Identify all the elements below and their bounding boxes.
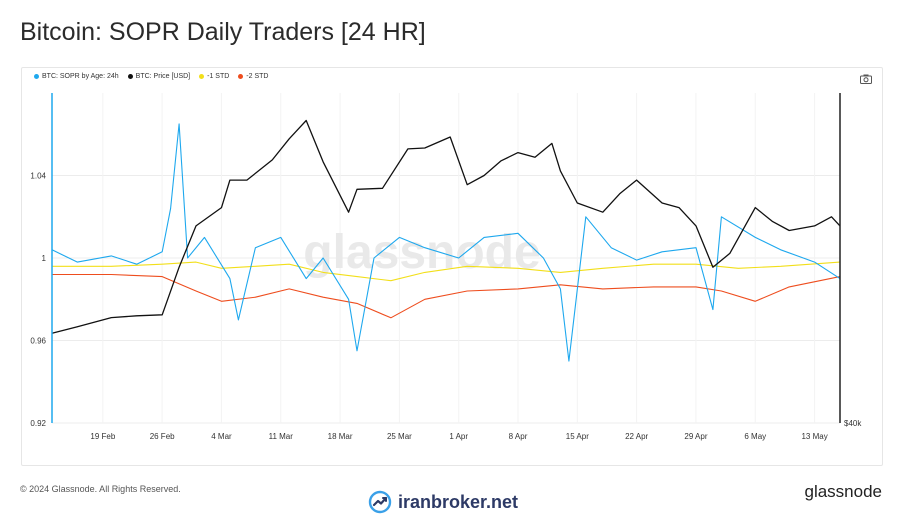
chart-panel: BTC: SOPR by Age: 24h BTC: Price [USD] -… [21,67,883,466]
camera-icon[interactable] [860,74,872,84]
legend-swatch-price [127,74,133,79]
x-tick-label: 18 Mar [328,432,353,441]
legend-item-price[interactable]: BTC: Price [USD] [127,73,191,80]
legend-item-2std[interactable]: -2 STD [238,73,268,80]
x-tick-label: 11 Mar [269,432,294,441]
x-tick-label: 1 Apr [449,432,468,441]
x-tick-label: 4 Mar [211,432,232,441]
x-tick-label: 8 Apr [509,432,528,441]
series-line-1std [52,261,841,282]
copyright-text: © 2024 Glassnode. All Rights Reserved. [20,484,181,494]
x-tick-label: 19 Feb [90,432,115,441]
brand-chart-icon [368,490,392,514]
legend-item-1std[interactable]: -1 STD [199,73,229,80]
legend-swatch-sopr [34,74,39,79]
legend-item-sopr[interactable]: BTC: SOPR by Age: 24h [34,73,119,80]
y2-tick-label: $40k [844,419,862,428]
y-tick-label: 1.04 [30,172,46,181]
x-tick-label: 15 Apr [566,432,589,441]
x-tick-label: 29 Apr [684,432,707,441]
x-tick-label: 25 Mar [387,432,412,441]
y-tick-label: 0.96 [30,337,46,346]
x-tick-label: 22 Apr [625,432,648,441]
series-line-sopr [51,123,841,362]
brand-text: iranbroker.net [398,491,519,512]
y-tick-label: 0.92 [30,419,46,428]
watermark-text: glassnode [303,226,540,279]
y-tick-label: 1 [42,254,47,263]
brand[interactable]: iranbroker.net [368,490,518,514]
x-tick-label: 26 Feb [150,432,175,441]
legend-label-sopr: BTC: SOPR by Age: 24h [42,73,119,80]
glassnode-logo[interactable]: glassnode [804,482,882,501]
series-line-price [51,119,841,334]
x-tick-label: 6 May [744,432,766,441]
chart-legend: BTC: SOPR by Age: 24h BTC: Price [USD] -… [34,73,268,80]
page-title: Bitcoin: SOPR Daily Traders [24 HR] [20,18,426,46]
x-tick-label: 13 May [801,432,827,441]
legend-label-2std: -2 STD [246,73,269,80]
legend-swatch-2std [238,74,244,79]
legend-swatch-1std [199,74,205,79]
series-line-2std [52,273,841,319]
legend-label-1std: -1 STD [207,73,230,80]
chart-svg: glassnode 0.92 0.96 1 1.04 19 Feb 26 Feb 4 Mar… [30,93,862,441]
legend-label-price: BTC: Price [USD] [135,73,191,80]
